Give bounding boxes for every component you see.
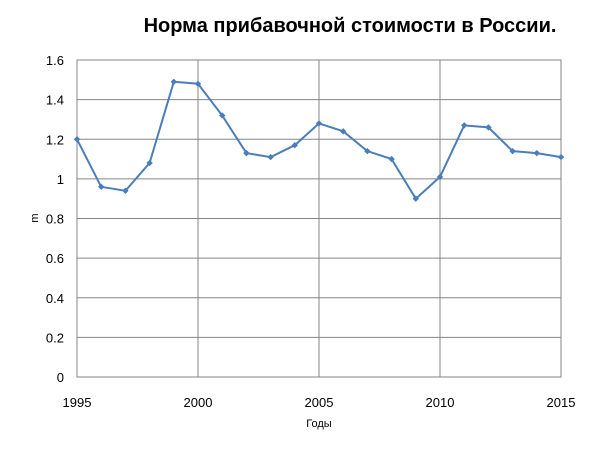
data-point <box>388 155 395 163</box>
data-point <box>485 124 492 131</box>
x-tick-label: 2000 <box>184 395 213 410</box>
data-point <box>340 128 347 135</box>
data-point <box>122 187 129 194</box>
data-point <box>219 112 226 119</box>
data-point <box>73 136 81 143</box>
data-point <box>315 120 323 127</box>
data-point <box>364 147 371 155</box>
y-tick-label: 0.6 <box>46 251 64 266</box>
x-tick-labels: 1995 2000 2005 2010 2015 <box>63 395 576 410</box>
y-tick-label: 0 <box>57 370 64 385</box>
data-point <box>146 159 153 167</box>
y-tick-label: 0.4 <box>46 291 64 306</box>
data-point <box>436 173 444 181</box>
y-axis-label: m <box>29 213 41 222</box>
data-point <box>509 147 516 155</box>
data-point <box>194 80 202 87</box>
x-axis-label: Годы <box>306 418 332 430</box>
data-point <box>243 149 250 157</box>
data-point <box>461 122 468 129</box>
data-point <box>533 149 540 157</box>
y-tick-label: 0.2 <box>46 330 64 345</box>
data-point <box>291 141 298 149</box>
y-tick-label: 1.4 <box>46 93 64 108</box>
x-tick-label: 1995 <box>63 395 92 410</box>
y-tick-labels: 0 0.2 0.4 0.6 0.8 1 1.2 1.4 1.6 <box>46 53 64 385</box>
y-tick-label: 1.6 <box>46 53 64 68</box>
data-point <box>267 153 274 161</box>
chart-title: Норма прибавочной стоимости в России. <box>143 15 557 37</box>
data-point <box>412 195 419 202</box>
x-tick-label: 2010 <box>426 395 455 410</box>
y-tick-label: 1.2 <box>46 132 64 147</box>
data-point <box>98 183 105 190</box>
grid-lines <box>76 59 562 378</box>
series-group <box>73 78 565 202</box>
y-tick-label: 0.8 <box>46 212 64 227</box>
data-point <box>557 153 565 161</box>
y-tick-label: 1 <box>57 172 64 187</box>
x-tick-label: 2015 <box>547 395 576 410</box>
plot-area-border <box>76 59 562 378</box>
x-tick-label: 2005 <box>305 395 334 410</box>
data-point <box>170 78 177 85</box>
